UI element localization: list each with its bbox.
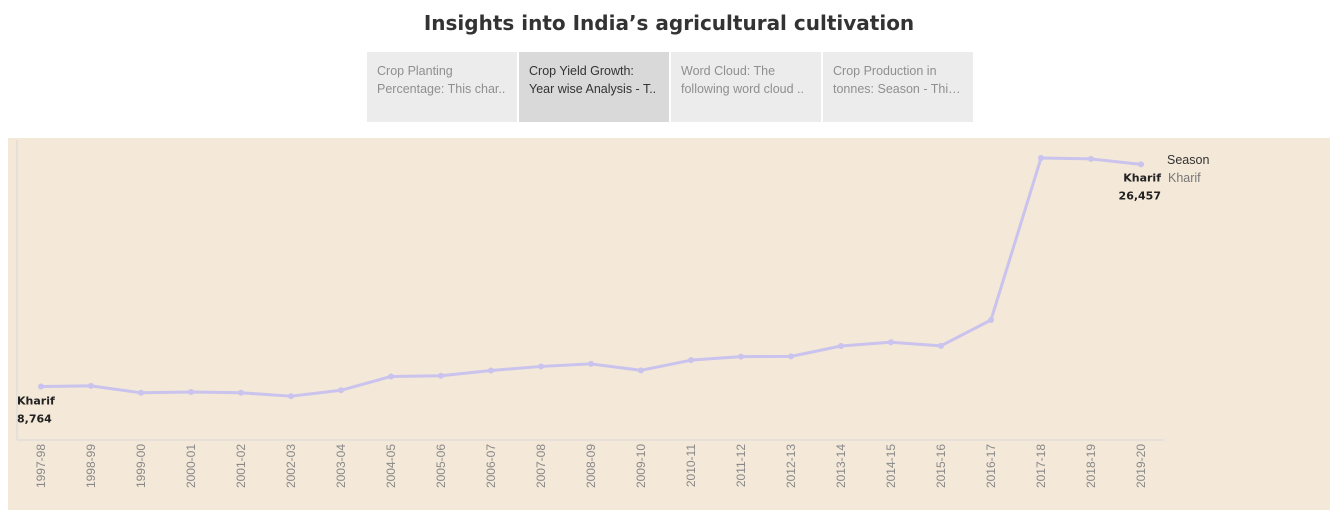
- data-point: [738, 353, 744, 360]
- x-tick-label: 2009-10: [634, 444, 648, 488]
- tab-crop-production[interactable]: Crop Production in tonnes: Season - This…: [823, 52, 973, 122]
- series-line-kharif: [39, 156, 1143, 398]
- x-tick-label: 2007-08: [534, 444, 548, 488]
- page-title: Insights into India’s agricultural culti…: [423, 11, 915, 35]
- x-tick-label: 2018-19: [1084, 444, 1098, 488]
- data-point: [288, 393, 294, 400]
- chart-panel: [8, 138, 1330, 510]
- data-point: [788, 353, 794, 360]
- data-point: [938, 342, 944, 349]
- story-tabs: Crop Planting Percentage: This char.. Cr…: [367, 52, 973, 122]
- x-tick-label: 2004-05: [384, 444, 398, 488]
- data-point: [38, 383, 44, 390]
- x-tick-label: 2006-07: [484, 444, 498, 488]
- data-point: [88, 382, 94, 389]
- data-point: [338, 387, 344, 394]
- legend-title: Season: [1167, 153, 1210, 167]
- data-point: [1138, 161, 1144, 168]
- data-point: [588, 360, 594, 367]
- annotation-value-label: 26,457: [1119, 189, 1161, 202]
- x-tick-label: 2012-13: [784, 444, 798, 488]
- x-tick-label: 2016-17: [984, 444, 998, 488]
- data-point: [488, 367, 494, 374]
- tab-crop-planting-percentage[interactable]: Crop Planting Percentage: This char..: [367, 52, 517, 122]
- data-point: [838, 342, 844, 349]
- x-tick-label: 2000-01: [184, 444, 198, 488]
- x-tick-label: 2003-04: [334, 444, 348, 488]
- data-point: [888, 339, 894, 346]
- annotation-value-label: 8,764: [17, 412, 52, 425]
- x-tick-label: 2011-12: [734, 444, 748, 487]
- x-tick-label: 2015-16: [934, 444, 948, 488]
- x-tick-label: 2008-09: [584, 444, 598, 488]
- x-tick-label: 2013-14: [834, 444, 848, 488]
- x-tick-label: 2005-06: [434, 444, 448, 488]
- x-tick-label: 2019-20: [1134, 444, 1148, 488]
- data-point: [238, 389, 244, 396]
- data-point: [188, 389, 194, 396]
- data-point: [1088, 155, 1094, 162]
- x-tick-label: 2010-11: [684, 444, 698, 487]
- data-point: [638, 367, 644, 374]
- data-point: [538, 363, 544, 370]
- tab-word-cloud[interactable]: Word Cloud: The following word cloud ..: [671, 52, 821, 122]
- annotation-series-label: Kharif: [17, 394, 55, 407]
- tab-crop-yield-growth[interactable]: Crop Yield Growth: Year wise Analysis - …: [519, 52, 669, 122]
- x-tick-label: 1999-00: [134, 444, 148, 488]
- x-tick-label: 1997-98: [34, 444, 48, 488]
- data-point: [1038, 155, 1044, 162]
- x-tick-label: 2014-15: [884, 444, 898, 488]
- x-tick-label: 1998-99: [84, 444, 98, 488]
- x-tick-label: 2002-03: [284, 444, 298, 488]
- x-tick-label: 2001-02: [234, 444, 248, 488]
- legend-item-kharif[interactable]: Kharif: [1168, 171, 1201, 185]
- data-point: [988, 316, 994, 323]
- data-point: [688, 357, 694, 364]
- data-point: [138, 389, 144, 396]
- data-point: [438, 372, 444, 379]
- annotation-series-label: Kharif: [1123, 171, 1161, 184]
- x-tick-label: 2017-18: [1034, 444, 1048, 488]
- data-point: [388, 373, 394, 380]
